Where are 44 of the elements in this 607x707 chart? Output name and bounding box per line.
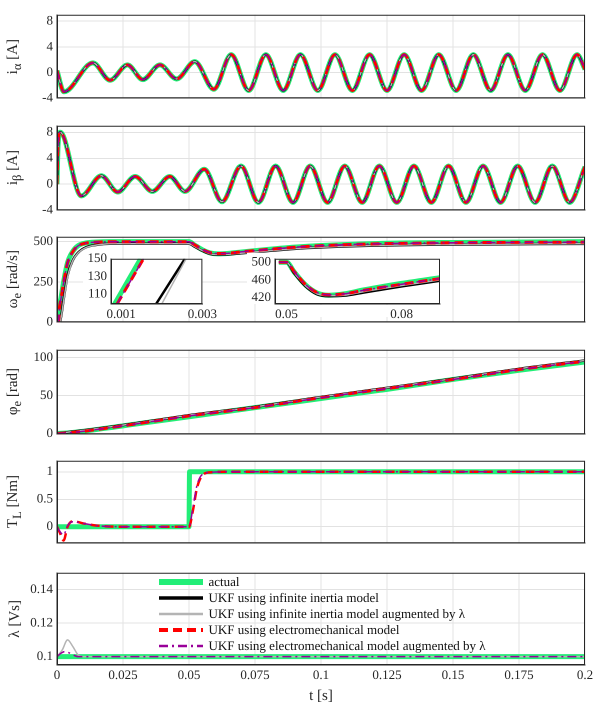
x-tick-label: 0.003 bbox=[188, 306, 217, 322]
y-tick-label: 110 bbox=[88, 286, 107, 301]
x-tick-label: 0.2 bbox=[576, 667, 594, 682]
x-tick-label: 0.15 bbox=[442, 667, 464, 682]
y-tick-label: 0.5 bbox=[36, 490, 53, 506]
x-axis-title: t [s] bbox=[309, 688, 333, 704]
legend-label: UKF using electromechanical model augmented by λ bbox=[208, 638, 486, 654]
legend-label: UKF using infinite inertia model bbox=[208, 590, 379, 606]
y-tick-label: 0 bbox=[46, 64, 53, 79]
x-tick-label: 0.05 bbox=[178, 667, 200, 682]
x-tick-label: 0.075 bbox=[240, 667, 270, 682]
y-axis-title: λ [Vs] bbox=[6, 600, 24, 638]
y-tick-label: 0 bbox=[46, 424, 53, 440]
y-tick-label: 0 bbox=[46, 518, 53, 534]
x-tick-label: 0.1 bbox=[312, 667, 330, 682]
y-tick-label: 500 bbox=[34, 233, 53, 248]
legend-label: UKF using electromechanical model bbox=[208, 622, 400, 638]
y-tick-label: 0.1 bbox=[36, 648, 53, 664]
y-tick-label: 250 bbox=[34, 273, 53, 288]
y-tick-label: 150 bbox=[88, 250, 107, 266]
y-tick-label: 420 bbox=[252, 288, 271, 304]
x-tick-label: 0.05 bbox=[275, 306, 298, 322]
y-tick-label: 460 bbox=[252, 271, 271, 286]
legend-label: UKF using infinite inertia model augmented by λ bbox=[208, 606, 466, 622]
y-tick-label: 100 bbox=[34, 348, 53, 364]
y-tick-label: 0 bbox=[46, 176, 53, 191]
x-tick-label: 0.175 bbox=[504, 667, 534, 682]
legend-label: actual bbox=[208, 574, 240, 590]
y-tick-label: 8 bbox=[46, 124, 53, 139]
y-tick-label: 1 bbox=[46, 463, 53, 478]
y-tick-label: 8 bbox=[46, 12, 53, 28]
y-tick-label: 50 bbox=[40, 386, 53, 402]
y-tick-label: 130 bbox=[88, 268, 107, 283]
y-tick-label: 0.14 bbox=[30, 580, 54, 596]
y-tick-label: -4 bbox=[42, 90, 54, 105]
y-tick-label: -4 bbox=[42, 202, 54, 217]
x-tick-label: 0.125 bbox=[372, 667, 402, 682]
y-tick-label: 500 bbox=[252, 254, 271, 269]
x-tick-label: 0.08 bbox=[390, 306, 414, 322]
y-tick-label: 0.12 bbox=[30, 614, 53, 630]
y-tick-label: 4 bbox=[46, 150, 54, 165]
x-tick-label: 0.001 bbox=[106, 306, 136, 322]
y-tick-label: 4 bbox=[46, 38, 54, 54]
x-tick-label: 0.025 bbox=[108, 667, 138, 682]
